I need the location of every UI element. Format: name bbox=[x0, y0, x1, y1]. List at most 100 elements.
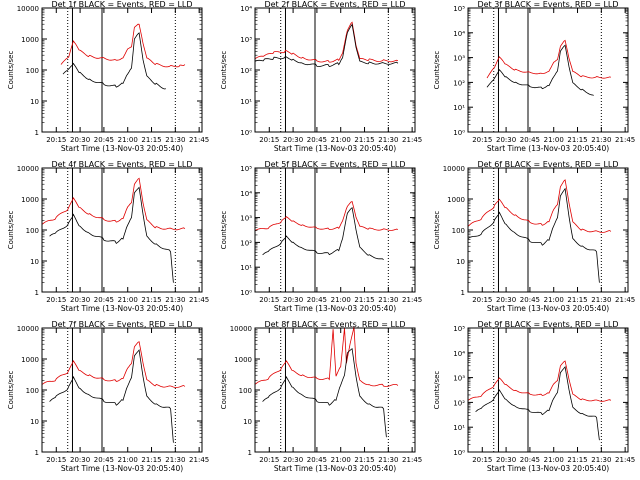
x-tick-label: 21:30 bbox=[378, 456, 398, 464]
x-tick-label: 21:30 bbox=[165, 296, 185, 304]
x-tick-label: 21:00 bbox=[544, 136, 564, 144]
x-tick-label: 20:15 bbox=[259, 136, 279, 144]
x-axis-label: Start Time (13-Nov-03 20:05:40) bbox=[61, 464, 183, 473]
y-tick-label: 10⁵ bbox=[453, 325, 465, 333]
series-red-lld bbox=[41, 177, 186, 231]
x-tick-label: 21:45 bbox=[189, 456, 209, 464]
y-tick-label: 10¹ bbox=[453, 424, 465, 432]
x-tick-label: 21:45 bbox=[189, 296, 209, 304]
panel-title: Det 6f BLACK = Events, RED = LLD bbox=[477, 160, 618, 169]
x-tick-label: 21:00 bbox=[331, 296, 351, 304]
y-tick-label: 10000 bbox=[443, 165, 465, 173]
y-tick-label: 100 bbox=[452, 227, 465, 235]
y-tick-label: 10² bbox=[453, 399, 465, 407]
y-tick-label: 10³ bbox=[453, 375, 465, 383]
y-axis-label: Counts/sec bbox=[7, 371, 15, 410]
y-tick-label: 10 bbox=[30, 258, 39, 266]
x-tick-label: 21:45 bbox=[615, 136, 635, 144]
y-axis-label: Counts/sec bbox=[7, 211, 15, 250]
x-tick-label: 21:00 bbox=[118, 296, 138, 304]
y-axis-label: Counts/sec bbox=[433, 51, 441, 90]
series-red-lld bbox=[254, 200, 399, 231]
y-tick-label: 10 bbox=[30, 418, 39, 426]
panel-det-6: Det 6f BLACK = Events, RED = LLD 1 10 100 10… bbox=[433, 160, 635, 313]
y-tick-label: 100 bbox=[239, 387, 252, 395]
x-axis-label: Start Time (13-Nov-03 20:05:40) bbox=[274, 304, 396, 313]
x-tick-label: 21:15 bbox=[141, 456, 161, 464]
series-red-lld bbox=[254, 326, 399, 388]
y-tick-label: 1 bbox=[35, 449, 39, 457]
x-tick-label: 20:15 bbox=[472, 296, 492, 304]
y-tick-label: 10 bbox=[243, 418, 252, 426]
y-tick-label: 10⁰ bbox=[240, 289, 252, 297]
panel-det-2: Det 2f BLACK = Events, RED = LLD 10⁰ 10¹ 10… bbox=[220, 0, 422, 153]
y-tick-label: 10000 bbox=[230, 325, 252, 333]
x-tick-label: 21:30 bbox=[165, 456, 185, 464]
series-black-events bbox=[262, 206, 384, 261]
y-tick-label: 10 bbox=[30, 98, 39, 106]
x-tick-label: 20:30 bbox=[70, 456, 90, 464]
y-axis-label: Counts/sec bbox=[433, 211, 441, 250]
panel-title: Det 2f BLACK = Events, RED = LLD bbox=[264, 0, 405, 9]
plot-frame bbox=[467, 7, 629, 133]
series-black-events bbox=[262, 347, 387, 438]
x-tick-label: 20:45 bbox=[307, 296, 327, 304]
plot-frame bbox=[467, 327, 629, 453]
series-black-events bbox=[254, 23, 399, 68]
y-tick-label: 10000 bbox=[17, 325, 39, 333]
x-tick-label: 21:15 bbox=[567, 456, 587, 464]
y-tick-label: 10¹ bbox=[240, 264, 252, 272]
plot-frame bbox=[254, 167, 416, 293]
series-black-events bbox=[49, 186, 174, 283]
y-axis-label: Counts/sec bbox=[220, 371, 228, 410]
panel-title: Det 7f BLACK = Events, RED = LLD bbox=[51, 320, 192, 329]
y-tick-label: 10000 bbox=[17, 165, 39, 173]
x-tick-label: 21:45 bbox=[402, 456, 422, 464]
y-axis-label: Counts/sec bbox=[7, 51, 15, 90]
y-tick-label: 10³ bbox=[453, 55, 465, 63]
x-axis-label: Start Time (13-Nov-03 20:05:40) bbox=[487, 464, 609, 473]
x-tick-label: 20:15 bbox=[472, 456, 492, 464]
x-tick-label: 20:45 bbox=[520, 456, 540, 464]
panel-det-1: Det 1f BLACK = Events, RED = LLD 1 10 100 10… bbox=[7, 0, 209, 153]
x-tick-label: 21:15 bbox=[567, 296, 587, 304]
x-tick-label: 20:30 bbox=[496, 136, 516, 144]
y-axis-label: Counts/sec bbox=[433, 371, 441, 410]
x-tick-label: 20:30 bbox=[283, 456, 303, 464]
x-tick-label: 21:00 bbox=[544, 456, 564, 464]
x-tick-label: 21:45 bbox=[402, 136, 422, 144]
y-tick-label: 1 bbox=[35, 129, 39, 137]
x-tick-label: 20:45 bbox=[307, 456, 327, 464]
panel-title: Det 9f BLACK = Events, RED = LLD bbox=[477, 320, 618, 329]
y-tick-label: 10⁰ bbox=[453, 449, 465, 457]
y-tick-label: 10⁴ bbox=[240, 190, 252, 198]
x-tick-label: 21:15 bbox=[354, 136, 374, 144]
y-tick-label: 10⁴ bbox=[240, 5, 252, 13]
y-tick-label: 1 bbox=[461, 289, 465, 297]
x-tick-label: 20:15 bbox=[259, 456, 279, 464]
y-axis-label: Counts/sec bbox=[220, 211, 228, 250]
plot-frame bbox=[41, 327, 203, 453]
x-tick-label: 21:30 bbox=[591, 296, 611, 304]
plot-frame bbox=[254, 7, 416, 133]
x-tick-label: 21:30 bbox=[378, 296, 398, 304]
series-black-events bbox=[62, 32, 166, 90]
x-axis-label: Start Time (13-Nov-03 20:05:40) bbox=[61, 144, 183, 153]
y-tick-label: 1 bbox=[35, 289, 39, 297]
x-axis-label: Start Time (13-Nov-03 20:05:40) bbox=[61, 304, 183, 313]
y-tick-label: 10² bbox=[240, 67, 252, 75]
panel-title: Det 4f BLACK = Events, RED = LLD bbox=[51, 160, 192, 169]
x-tick-label: 20:45 bbox=[94, 136, 114, 144]
y-tick-label: 10¹ bbox=[240, 98, 252, 106]
y-tick-label: 10³ bbox=[240, 215, 252, 223]
y-axis-label: Counts/sec bbox=[220, 51, 228, 90]
panel-det-3: Det 3f BLACK = Events, RED = LLD 10⁰ 10¹ 10… bbox=[433, 0, 635, 153]
y-tick-label: 10² bbox=[240, 239, 252, 247]
x-tick-label: 21:15 bbox=[567, 136, 587, 144]
y-tick-label: 1000 bbox=[234, 356, 252, 364]
x-tick-label: 20:30 bbox=[283, 296, 303, 304]
y-tick-label: 10000 bbox=[17, 5, 39, 13]
y-tick-label: 10⁴ bbox=[453, 30, 465, 38]
x-tick-label: 21:15 bbox=[141, 296, 161, 304]
x-tick-label: 21:45 bbox=[615, 456, 635, 464]
